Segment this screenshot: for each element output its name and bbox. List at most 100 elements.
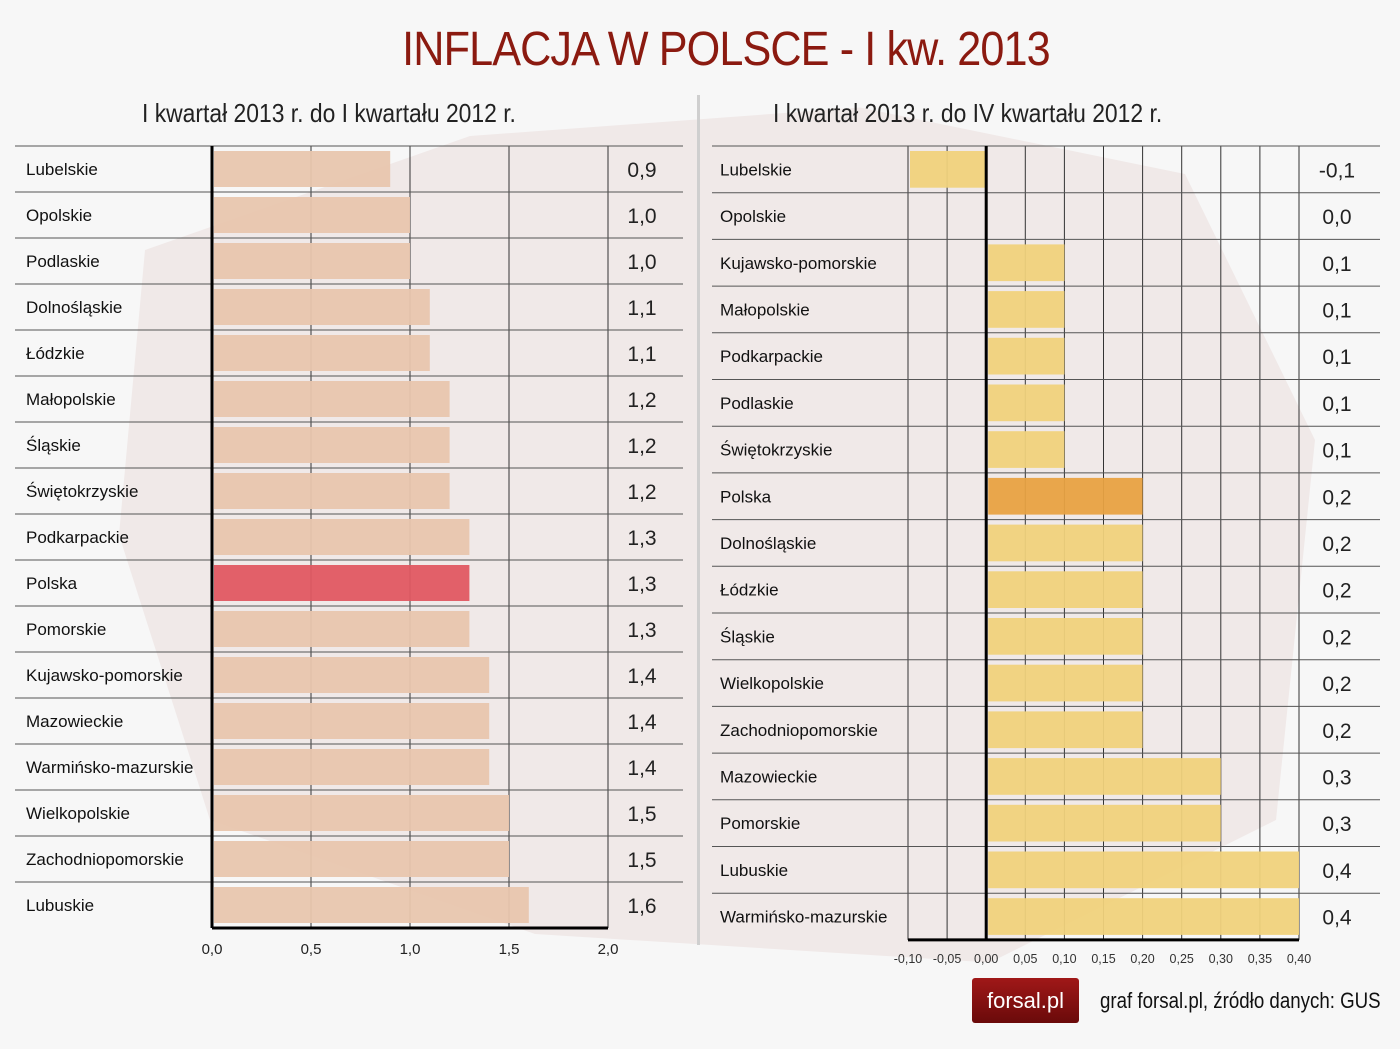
value-label: 0,0	[1322, 206, 1351, 229]
bar	[988, 618, 1143, 655]
tick-label: 2,0	[598, 941, 619, 958]
bar	[214, 151, 391, 187]
category-label: Mazowieckie	[26, 712, 123, 731]
bar	[214, 887, 529, 923]
bar	[214, 381, 450, 417]
bar	[214, 795, 509, 831]
value-label: 0,2	[1322, 720, 1351, 743]
value-label: 1,0	[627, 205, 656, 228]
tick-label: 0,10	[1052, 952, 1076, 966]
bar	[214, 519, 470, 555]
value-label: 1,2	[627, 389, 656, 412]
divider	[697, 95, 700, 945]
forsal-logo[interactable]: forsal.pl	[972, 978, 1079, 1023]
bar	[214, 749, 490, 785]
category-label: Lubelskie	[26, 160, 98, 179]
value-label: 1,6	[627, 895, 656, 918]
value-label: 0,3	[1322, 766, 1351, 789]
value-label: 1,5	[627, 849, 656, 872]
bar	[214, 703, 490, 739]
category-label: Pomorskie	[26, 620, 106, 639]
category-label: Zachodniopomorskie	[720, 721, 878, 740]
category-label: Zachodniopomorskie	[26, 850, 184, 869]
category-label: Dolnośląskie	[720, 534, 816, 553]
value-label: 1,4	[627, 757, 657, 780]
category-label: Małopolskie	[720, 300, 810, 319]
bar	[988, 898, 1299, 935]
value-label: 1,5	[627, 803, 656, 826]
value-label: 1,3	[627, 573, 656, 596]
value-label: 0,1	[1322, 393, 1351, 416]
category-label: Opolskie	[720, 207, 786, 226]
category-label: Wielkopolskie	[26, 804, 130, 823]
category-label: Podkarpackie	[720, 347, 823, 366]
bar	[214, 565, 470, 601]
tick-label: 1,0	[400, 941, 421, 958]
value-label: 0,2	[1322, 673, 1351, 696]
category-label: Warmińsko-mazurskie	[26, 758, 194, 777]
bar	[214, 197, 410, 233]
category-label: Polska	[26, 574, 78, 593]
value-label: 1,2	[627, 435, 656, 458]
category-label: Małopolskie	[26, 390, 116, 409]
category-label: Świętokrzyskie	[26, 482, 138, 501]
value-label: 0,3	[1322, 813, 1351, 836]
value-label: 0,1	[1322, 346, 1351, 369]
bar	[988, 571, 1143, 608]
value-label: 0,2	[1322, 626, 1351, 649]
bar	[988, 664, 1143, 702]
category-label: Podlaskie	[26, 252, 100, 271]
category-label: Kujawsko-pomorskie	[720, 254, 877, 273]
bar	[988, 477, 1143, 515]
category-label: Opolskie	[26, 206, 92, 225]
source-credit: graf forsal.pl, źródło danych: GUS	[1100, 988, 1381, 1013]
category-label: Wielkopolskie	[720, 674, 824, 693]
category-label: Pomorskie	[720, 814, 800, 833]
bar	[214, 289, 430, 325]
value-label: 0,9	[627, 159, 656, 182]
tick-label: 0,0	[202, 941, 223, 958]
tick-label: -0,05	[933, 952, 962, 966]
value-label: 1,0	[627, 251, 656, 274]
bar	[988, 384, 1065, 422]
tick-label: 0,00	[974, 952, 998, 966]
tick-label: 0,5	[301, 941, 322, 958]
bar	[988, 851, 1299, 889]
tick-label: 0,25	[1170, 952, 1194, 966]
value-label: 1,3	[627, 527, 656, 550]
category-label: Podlaskie	[720, 394, 794, 413]
value-label: 0,2	[1322, 486, 1351, 509]
tick-label: 0,20	[1130, 952, 1154, 966]
category-label: Lubuskie	[26, 896, 94, 915]
bar	[988, 244, 1065, 282]
category-label: Lubelskie	[720, 160, 792, 179]
value-label: 1,1	[627, 343, 656, 366]
page-title: INFLACJA W POLSCE - I kw. 2013	[402, 23, 1051, 76]
value-label: -0,1	[1319, 159, 1355, 182]
tick-label: 0,05	[1013, 952, 1037, 966]
value-label: 0,4	[1322, 860, 1352, 883]
category-label: Łódzkie	[720, 581, 779, 600]
bar	[988, 291, 1065, 328]
category-label: Świętokrzyskie	[720, 441, 832, 460]
bar	[214, 473, 450, 509]
value-label: 0,4	[1322, 907, 1352, 930]
category-label: Dolnośląskie	[26, 298, 122, 317]
value-label: 1,4	[627, 665, 657, 688]
value-label: 1,2	[627, 481, 656, 504]
category-label: Polska	[720, 487, 772, 506]
value-label: 0,1	[1322, 299, 1351, 322]
tick-label: 0,15	[1091, 952, 1115, 966]
bar	[214, 657, 490, 693]
bar	[910, 151, 987, 188]
bar	[988, 758, 1221, 795]
value-label: 0,2	[1322, 533, 1351, 556]
bar	[214, 243, 410, 279]
category-label: Kujawsko-pomorskie	[26, 666, 183, 685]
category-label: Mazowieckie	[720, 767, 817, 786]
category-label: Podkarpackie	[26, 528, 129, 547]
bar	[214, 841, 509, 877]
value-label: 0,1	[1322, 440, 1351, 463]
value-label: 1,1	[627, 297, 656, 320]
